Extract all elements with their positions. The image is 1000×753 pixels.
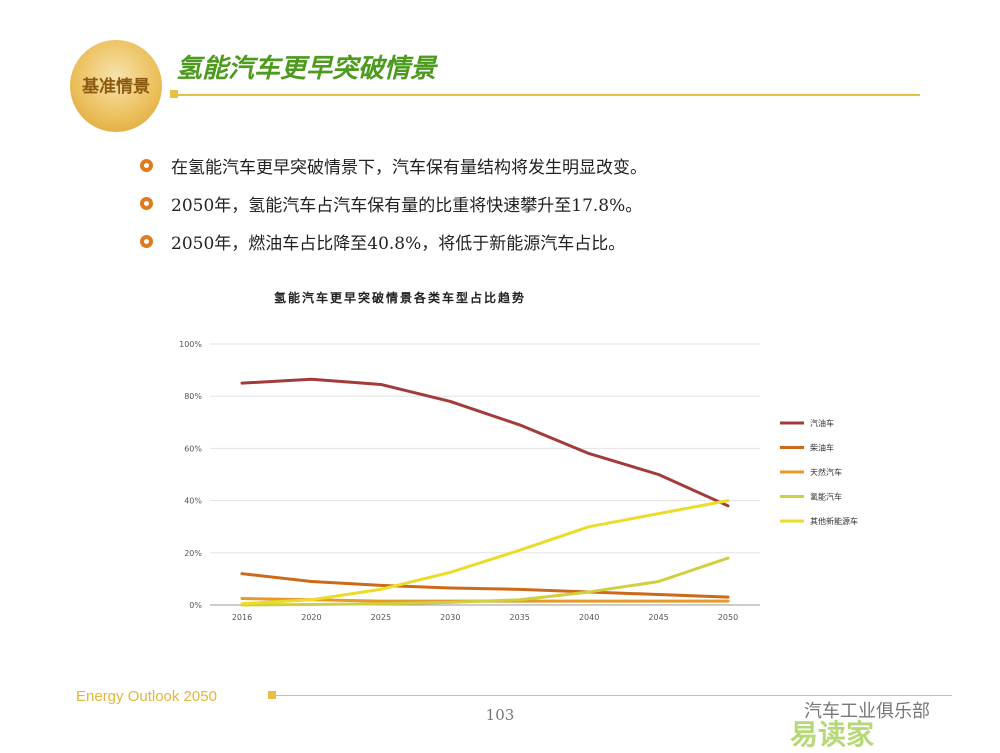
legend-label: 其他新能源车 bbox=[810, 516, 858, 526]
chart-title: 氢能汽车更早突破情景各类车型占比趋势 bbox=[274, 290, 526, 305]
bullet-item: 在氢能汽车更早突破情景下，汽车保有量结构将发生明显改变。 bbox=[140, 146, 647, 184]
series-line-1 bbox=[240, 377, 730, 508]
x-tick-label: 2020 bbox=[301, 613, 321, 622]
bullet-text: 2050年，氢能汽车占汽车保有量的比重将快速攀升至17.8%。 bbox=[171, 195, 643, 216]
bullet-text: 2050年，燃油车占比降至40.8%，将低于新能源汽车占比。 bbox=[171, 233, 626, 254]
bullet-text: 在氢能汽车更早突破情景下，汽车保有量结构将发生明显改变。 bbox=[171, 157, 647, 178]
series-line-2 bbox=[240, 572, 730, 599]
y-tick-label: 40% bbox=[184, 497, 202, 506]
x-tick-label: 2050 bbox=[718, 613, 738, 622]
y-tick-label: 80% bbox=[184, 392, 202, 401]
bullet-item: 2050年，燃油车占比降至40.8%，将低于新能源汽车占比。 bbox=[140, 222, 647, 260]
bullet-icon bbox=[140, 158, 153, 172]
series-line-5 bbox=[240, 499, 730, 606]
watermark-text: 汽车工业俱乐部 bbox=[804, 701, 930, 722]
title-divider-marker bbox=[170, 90, 178, 98]
bullet-icon bbox=[140, 234, 153, 248]
line-chart: 氢能汽车更早突破情景各类车型占比趋势 0% 20% 40% 60% 80% 100% 2016… bbox=[179, 290, 858, 622]
footer-source: Energy Outlook 2050 bbox=[76, 688, 217, 705]
series-line-4 bbox=[240, 556, 730, 607]
bullet-icon bbox=[140, 196, 153, 210]
y-tick-label: 20% bbox=[184, 549, 202, 558]
x-tick-label: 2030 bbox=[440, 613, 460, 622]
y-tick-label: 60% bbox=[184, 444, 202, 453]
y-tick-label: 0% bbox=[189, 601, 202, 610]
x-tick-label: 2035 bbox=[510, 613, 530, 622]
bullet-list: 在氢能汽车更早突破情景下，汽车保有量结构将发生明显改变。 2050年，氢能汽车占… bbox=[140, 146, 647, 260]
legend-label: 汽油车 bbox=[810, 418, 834, 428]
watermark: 易读家 汽车工业俱乐部 bbox=[760, 693, 990, 751]
page-number: 103 bbox=[485, 706, 515, 724]
footer-divider-marker bbox=[268, 691, 276, 699]
y-tick-label: 100% bbox=[179, 340, 202, 349]
legend-label: 氢能汽车 bbox=[810, 492, 842, 502]
x-tick-label: 2016 bbox=[232, 613, 252, 622]
legend-label: 天然汽车 bbox=[810, 467, 842, 477]
page-title: 氢能汽车更早突破情景 bbox=[176, 54, 437, 84]
emblem-globe-icon: 基准情景 bbox=[70, 40, 162, 132]
x-tick-label: 2025 bbox=[371, 613, 391, 622]
legend-label: 柴油车 bbox=[810, 443, 834, 453]
emblem-label: 基准情景 bbox=[82, 77, 150, 97]
x-tick-label: 2040 bbox=[579, 613, 599, 622]
watermark-logo: 易读家 bbox=[790, 718, 875, 751]
title-divider bbox=[172, 94, 920, 96]
x-tick-label: 2045 bbox=[648, 613, 668, 622]
bullet-item: 2050年，氢能汽车占汽车保有量的比重将快速攀升至17.8%。 bbox=[140, 184, 647, 222]
footer-divider bbox=[272, 695, 952, 696]
